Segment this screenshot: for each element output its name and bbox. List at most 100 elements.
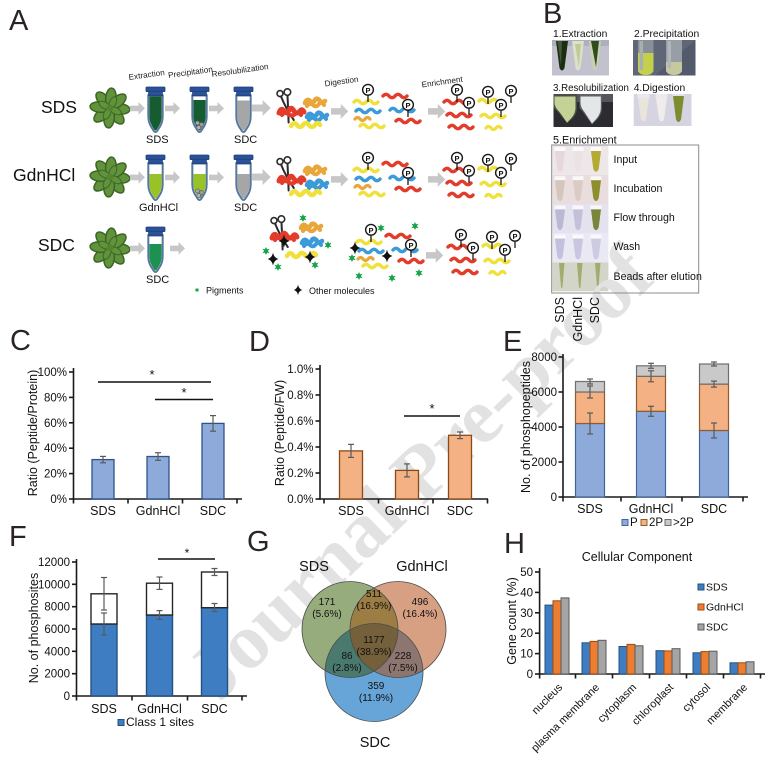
svg-text:A: A [9, 5, 29, 37]
svg-text:0: 0 [527, 669, 533, 681]
svg-text:60%: 60% [44, 418, 67, 430]
svg-text:(16.9%): (16.9%) [356, 601, 391, 612]
svg-text:*: * [149, 367, 154, 382]
svg-text:0.8%: 0.8% [287, 390, 313, 402]
svg-text:SDS: SDS [90, 504, 116, 518]
svg-text:SDC: SDC [234, 134, 257, 146]
svg-text:SDC: SDC [146, 274, 169, 286]
svg-text:cytosol: cytosol [680, 682, 713, 715]
svg-text:100%: 100% [38, 367, 67, 379]
svg-text:GdnHCl: GdnHCl [385, 504, 429, 518]
svg-text:SDC: SDC [234, 202, 257, 214]
svg-text:Gene count (%): Gene count (%) [505, 577, 519, 665]
svg-text:SDS: SDS [299, 559, 329, 575]
svg-text:20: 20 [520, 628, 533, 640]
svg-text:228: 228 [395, 651, 412, 662]
svg-text:C: C [10, 325, 31, 357]
svg-text:No. of phosphopeptides: No. of phosphopeptides [519, 361, 533, 493]
svg-text:SDS: SDS [338, 504, 364, 518]
svg-text:Input: Input [614, 154, 638, 166]
svg-text:80%: 80% [44, 392, 67, 404]
svg-text:SDS: SDS [553, 297, 567, 323]
svg-text:0.0%: 0.0% [287, 494, 313, 506]
svg-text:2.Precipitation: 2.Precipitation [634, 29, 700, 40]
svg-text:SDS: SDS [706, 582, 728, 594]
svg-text:SDC: SDC [701, 502, 727, 516]
svg-text:GdnHCl: GdnHCl [571, 297, 585, 341]
svg-text:Flow through: Flow through [614, 212, 675, 224]
svg-text:86: 86 [341, 651, 353, 662]
svg-text:B: B [543, 0, 562, 30]
svg-text:GdnHCl: GdnHCl [13, 165, 75, 185]
svg-text:GdnHCl: GdnHCl [706, 602, 743, 614]
svg-text:Ratio (Peptide/FW): Ratio (Peptide/FW) [273, 380, 287, 486]
svg-text:12000: 12000 [38, 557, 70, 569]
svg-text:0: 0 [64, 691, 70, 703]
svg-text:8000: 8000 [531, 352, 557, 364]
svg-text:Resolubilization: Resolubilization [211, 62, 269, 79]
svg-text:0.6%: 0.6% [287, 416, 313, 428]
svg-text:SDC: SDC [588, 297, 602, 323]
svg-text:E: E [503, 326, 522, 358]
svg-text:20%: 20% [44, 469, 67, 481]
svg-text:6000: 6000 [44, 624, 70, 636]
svg-text:50: 50 [520, 567, 533, 579]
svg-text:4.Digestion: 4.Digestion [634, 83, 686, 94]
svg-text:40%: 40% [44, 443, 67, 455]
svg-text:0: 0 [551, 492, 557, 504]
svg-text:40: 40 [520, 587, 533, 599]
svg-text:2000: 2000 [531, 457, 557, 469]
svg-text:0.4%: 0.4% [287, 442, 313, 454]
svg-text:10000: 10000 [38, 579, 70, 591]
svg-text:30: 30 [520, 608, 533, 620]
svg-text:0.2%: 0.2% [287, 468, 313, 480]
svg-text:2P: 2P [649, 517, 663, 529]
svg-text:5.Enrichment: 5.Enrichment [553, 135, 617, 147]
svg-text:SDS: SDS [91, 702, 117, 716]
svg-text:(38.9%): (38.9%) [356, 647, 391, 658]
svg-text:nucleus: nucleus [530, 681, 566, 717]
svg-text:Other molecules: Other molecules [309, 286, 375, 296]
svg-text:0%: 0% [50, 494, 67, 506]
svg-text:GdnHCl: GdnHCl [137, 702, 181, 716]
svg-text:SDC: SDC [200, 504, 226, 518]
svg-text:496: 496 [412, 597, 429, 608]
svg-text:F: F [9, 521, 27, 553]
svg-text:(11.9%): (11.9%) [359, 693, 393, 704]
svg-text:Incubation: Incubation [614, 183, 663, 195]
svg-text:SDC: SDC [360, 735, 391, 751]
svg-text:Digestion: Digestion [324, 75, 359, 89]
svg-text:D: D [249, 326, 270, 358]
svg-text:Cellular Component: Cellular Component [582, 550, 693, 564]
svg-text:Extraction: Extraction [128, 68, 166, 82]
svg-text:>2P: >2P [673, 517, 694, 529]
svg-text:*: * [181, 385, 186, 400]
svg-text:(2.8%): (2.8%) [332, 663, 361, 674]
svg-text:*: * [429, 401, 434, 416]
svg-text:GdnHCl: GdnHCl [629, 502, 673, 516]
svg-text:*: * [185, 546, 190, 560]
svg-text:Class 1 sites: Class 1 sites [126, 715, 194, 729]
svg-text:Wash: Wash [614, 241, 641, 253]
svg-text:1177: 1177 [363, 635, 385, 646]
svg-text:3.Resolubilization: 3.Resolubilization [553, 83, 629, 94]
svg-text:2000: 2000 [44, 669, 70, 681]
svg-text:GdnHCl: GdnHCl [136, 504, 180, 518]
svg-text:Precipitation: Precipitation [168, 65, 214, 80]
svg-text:GdnHCl: GdnHCl [139, 202, 178, 214]
svg-text:H: H [504, 528, 525, 560]
svg-text:Pigments: Pigments [206, 286, 244, 296]
svg-text:GdnHCl: GdnHCl [396, 559, 448, 575]
svg-text:SDC: SDC [38, 235, 75, 255]
svg-text:4000: 4000 [531, 422, 557, 434]
svg-text:8000: 8000 [44, 602, 70, 614]
svg-text:1.Extraction: 1.Extraction [553, 29, 608, 40]
svg-text:plasma membrane: plasma membrane [529, 682, 602, 755]
svg-text:SDS: SDS [577, 502, 603, 516]
svg-text:SDC: SDC [201, 702, 227, 716]
svg-text:6000: 6000 [531, 387, 557, 399]
svg-text:No. of phosphosites: No. of phosphosites [27, 573, 41, 684]
svg-text:Ratio (Peptide/Protein): Ratio (Peptide/Protein) [26, 370, 40, 496]
svg-text:P: P [630, 517, 638, 529]
svg-text:(16.4%): (16.4%) [402, 609, 437, 620]
